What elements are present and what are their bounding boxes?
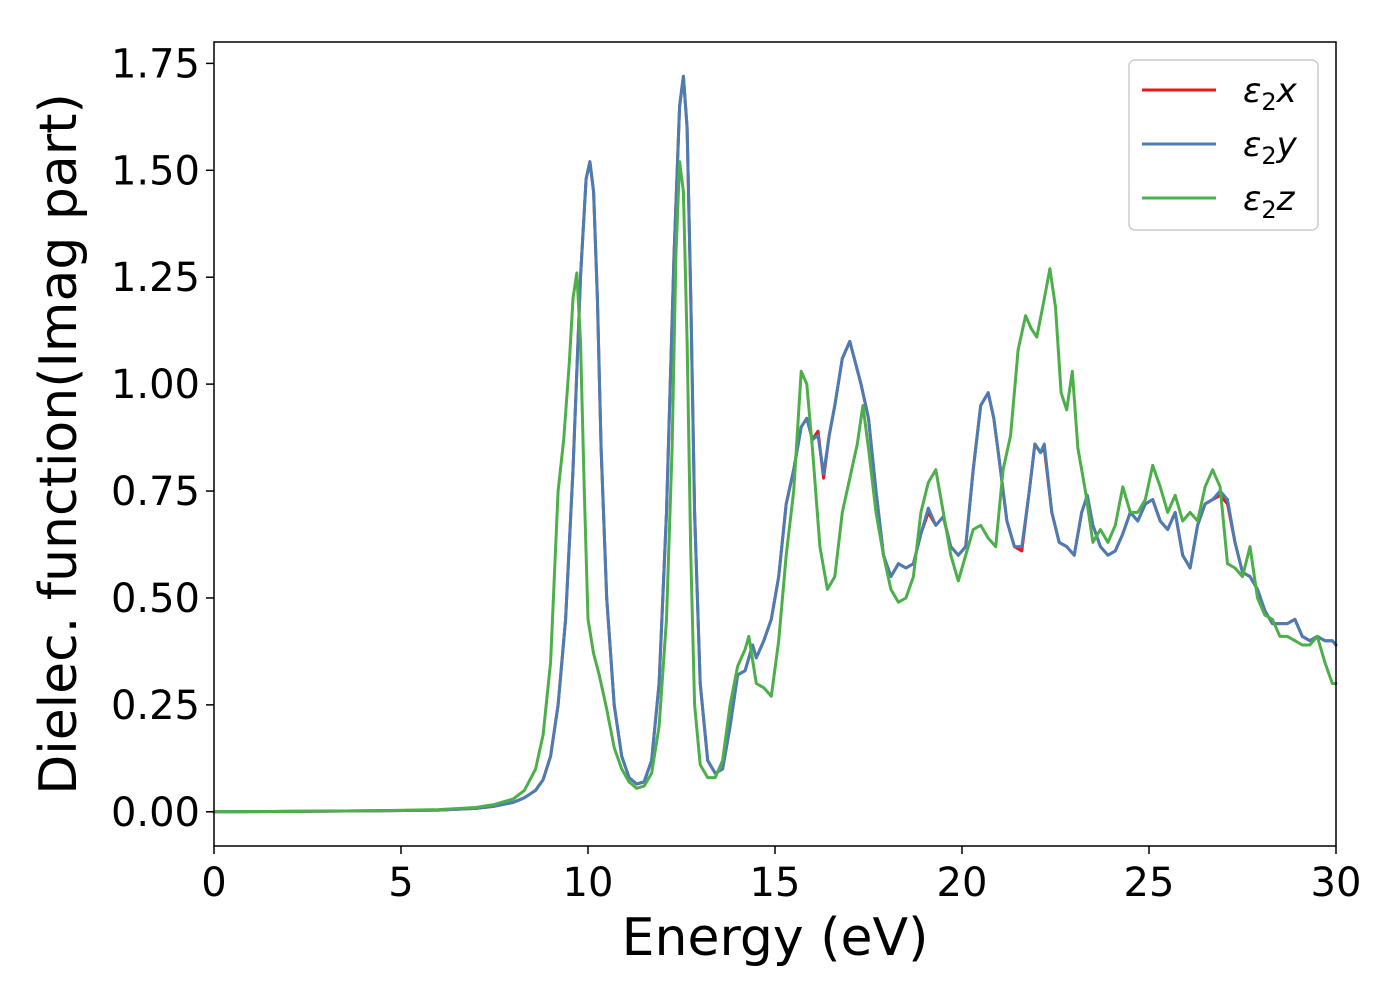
x-tick-label: 20	[937, 860, 988, 906]
x-tick-label: 30	[1311, 860, 1362, 906]
legend-entry-z: ε2z	[1243, 179, 1296, 224]
x-tick-label: 25	[1124, 860, 1175, 906]
y-tick-label: 1.75	[111, 41, 200, 87]
y-axis-label: Dielec. function(Imag part)	[29, 93, 89, 795]
x-tick-label: 15	[750, 860, 801, 906]
x-axis: 0 5 10 15 20 25 30	[201, 846, 1361, 906]
y-axis: 0.00 0.25 0.50 0.75 1.00 1.25 1.50 1.75	[111, 41, 214, 836]
y-tick-label: 0.00	[111, 790, 200, 836]
y-tick-label: 1.50	[111, 148, 200, 194]
legend-entry-x: ε2x	[1243, 71, 1298, 116]
y-tick-label: 1.00	[111, 362, 200, 408]
y-tick-label: 1.25	[111, 255, 200, 301]
y-tick-label: 0.25	[111, 683, 200, 729]
series-layer	[212, 74, 1338, 814]
x-tick-label: 0	[201, 860, 226, 906]
x-tick-label: 5	[388, 860, 413, 906]
y-tick-label: 0.75	[111, 469, 200, 515]
x-axis-label: Energy (eV)	[622, 908, 929, 968]
legend-entry-y: ε2y	[1243, 125, 1298, 170]
legend-box	[1128, 59, 1319, 231]
legend: ε2x ε2y ε2z	[1128, 59, 1319, 231]
y-tick-label: 0.50	[111, 576, 200, 622]
series-line-z	[212, 160, 1338, 814]
x-tick-label: 10	[563, 860, 614, 906]
